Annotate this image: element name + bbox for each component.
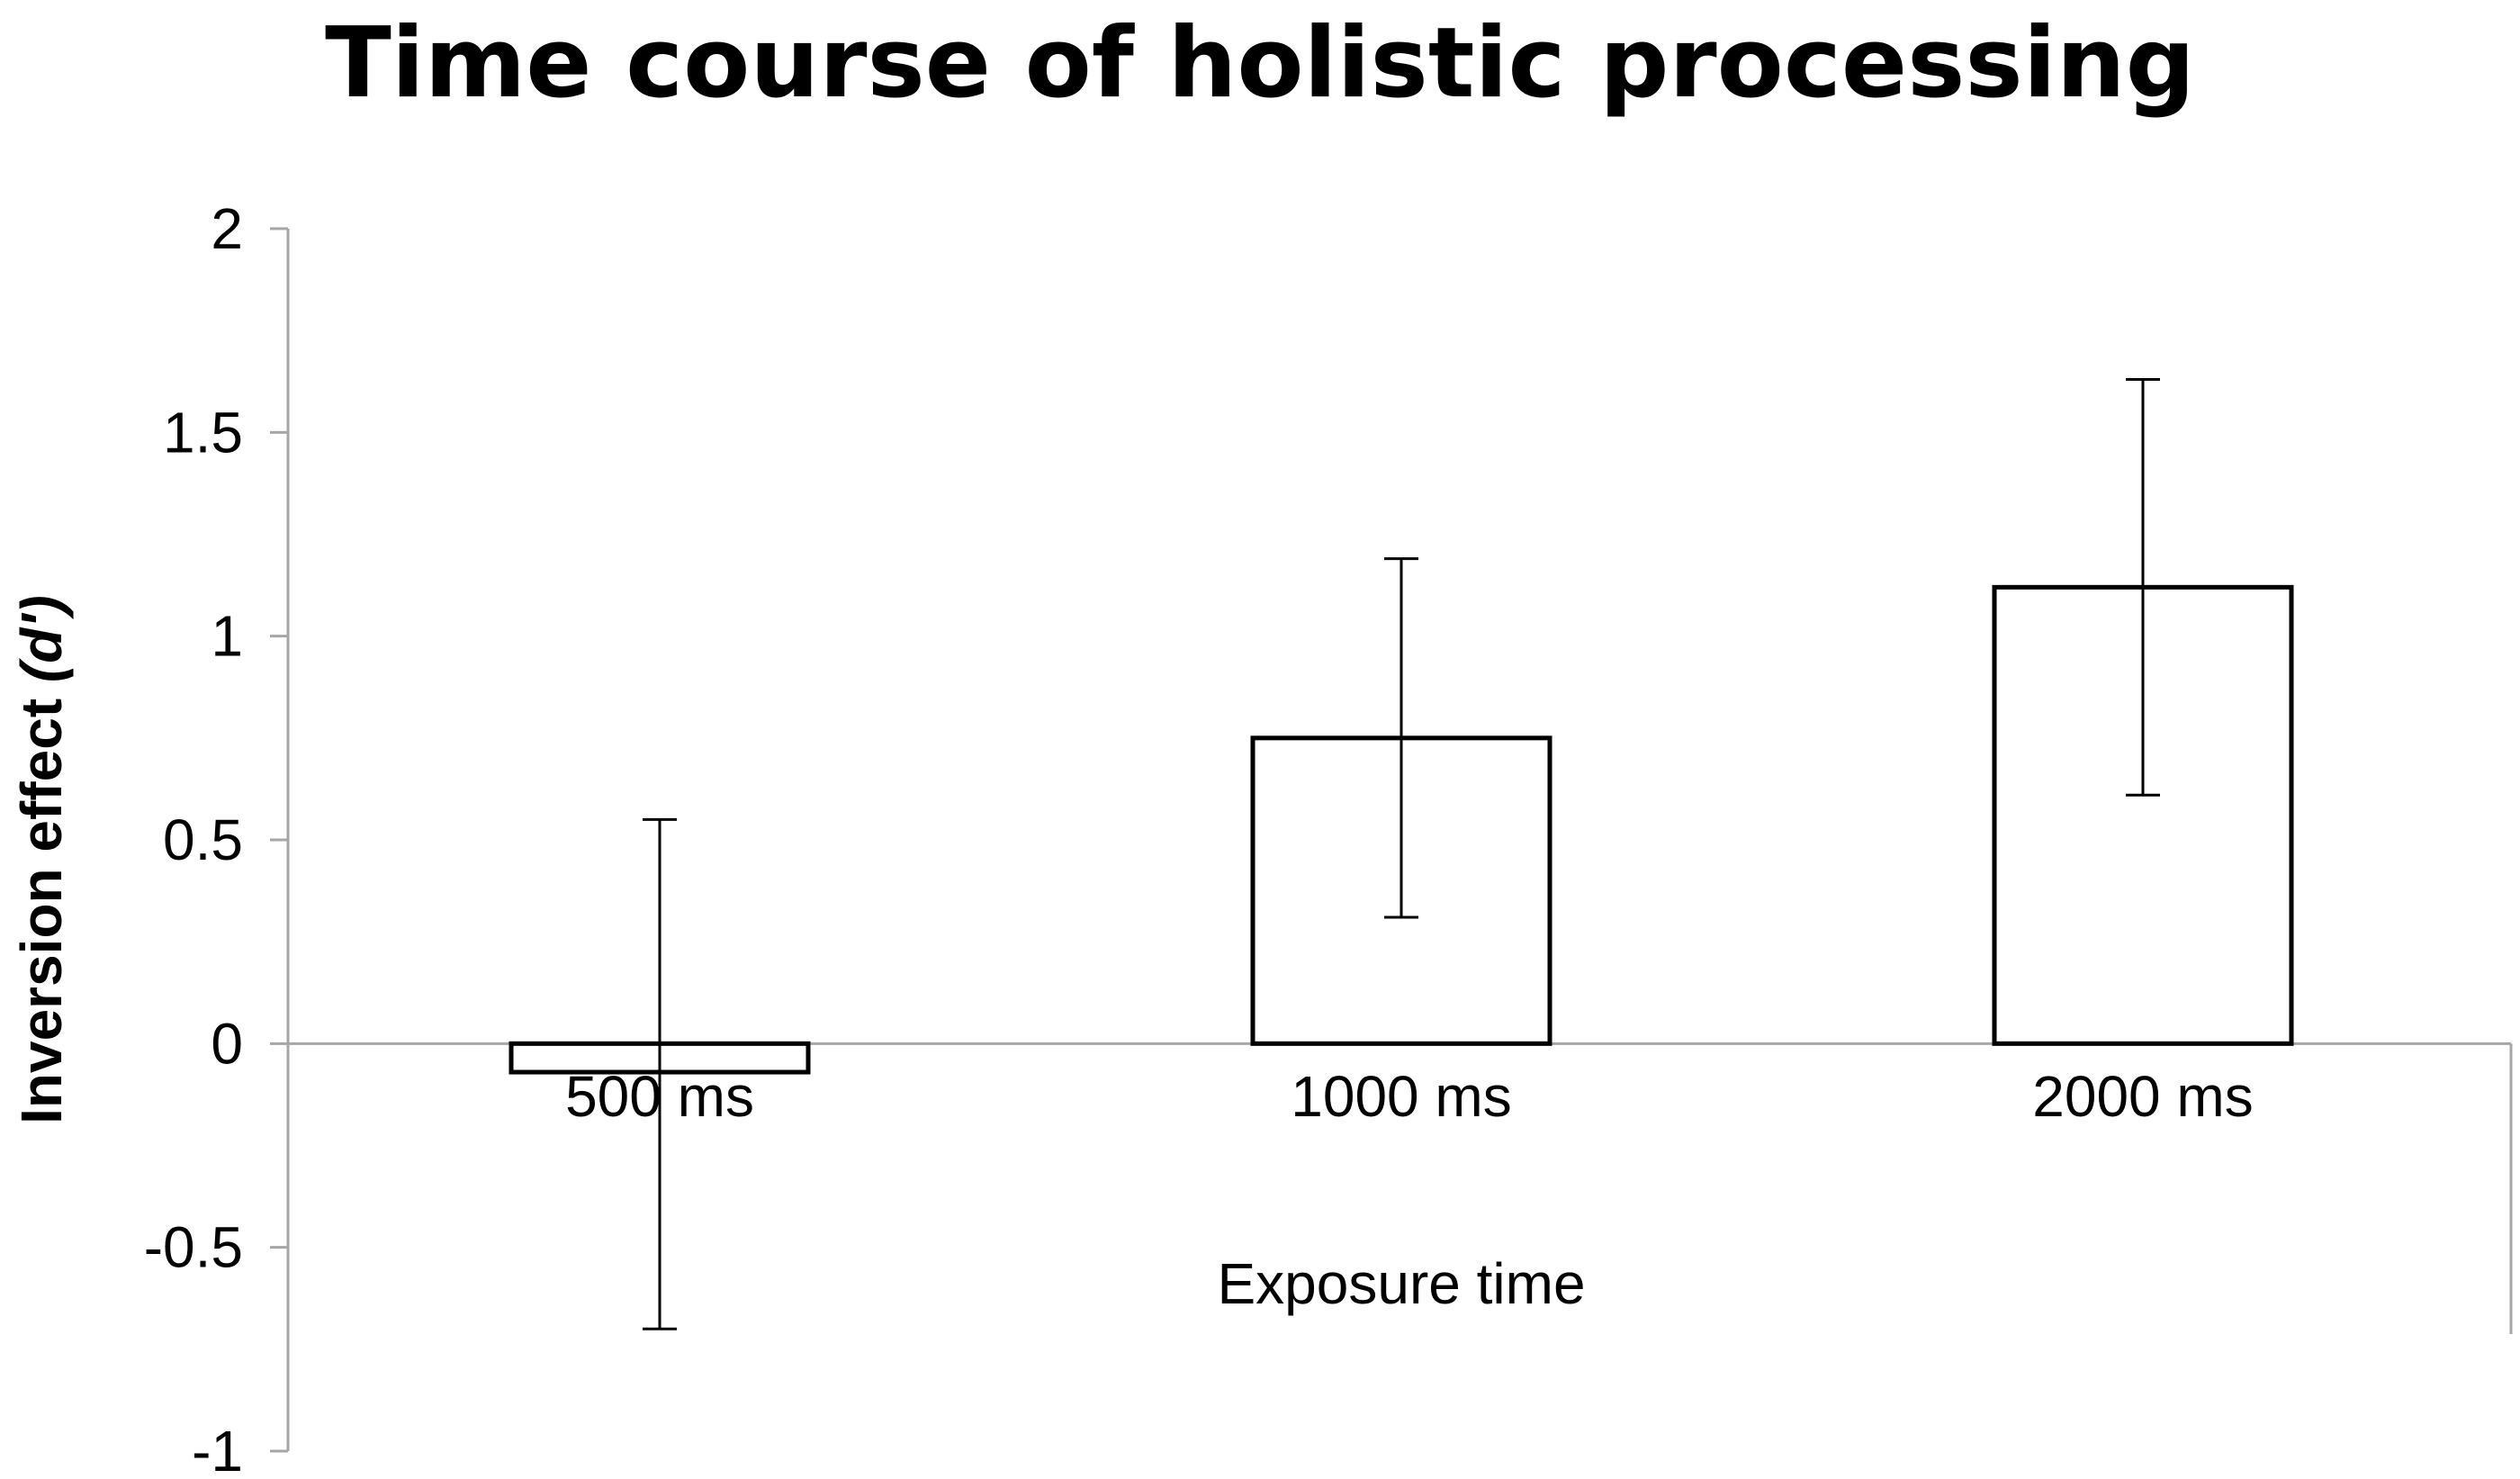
- x-axis-label: Exposure time: [1217, 1251, 1585, 1316]
- x-tick-label: 1000 ms: [1291, 1064, 1511, 1129]
- y-axis-label-italic: (d'): [9, 595, 74, 682]
- y-axis-ticks: 2 1.5 1 0.5 0 -0.5 -1: [144, 196, 288, 1479]
- y-tick-label: -1: [192, 1419, 243, 1479]
- x-tick-label: 2000 ms: [2032, 1064, 2253, 1129]
- error-bars: [643, 377, 2160, 1330]
- y-tick-label: 1: [211, 604, 243, 669]
- y-axis-label: Inversion effect (d'): [9, 595, 74, 1124]
- y-tick-label: 1.5: [163, 400, 243, 464]
- y-tick-label: 0.5: [163, 807, 243, 872]
- y-tick-label: 2: [211, 196, 243, 261]
- y-tick-label: 0: [211, 1011, 243, 1076]
- x-axis-tick-labels: 500 ms 1000 ms 2000 ms: [565, 1064, 2254, 1129]
- y-axis-label-main: Inversion effect: [9, 682, 74, 1124]
- chart-title: Time course of holistic processing: [325, 7, 2195, 120]
- y-tick-label: -0.5: [144, 1215, 243, 1280]
- x-tick-label: 500 ms: [565, 1064, 754, 1129]
